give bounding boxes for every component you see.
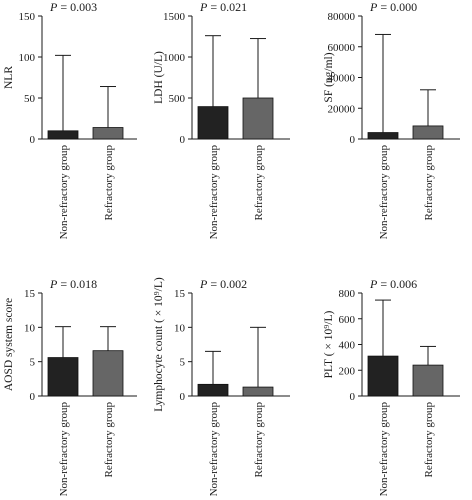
y-tick-label: 0 bbox=[180, 134, 186, 146]
bar bbox=[412, 125, 444, 140]
category-label: Refractory group bbox=[253, 145, 265, 221]
y-tick-label: 600 bbox=[339, 314, 356, 326]
y-tick-label: 0 bbox=[30, 391, 36, 403]
y-tick-label: 400 bbox=[339, 340, 356, 352]
y-axis-label: Lymphocyte count ( × 10⁹/L) bbox=[153, 277, 165, 412]
y-tick-label: 150 bbox=[19, 11, 36, 23]
p-value-label: P = 0.021 bbox=[199, 0, 247, 14]
p-value-label: P = 0.006 bbox=[369, 277, 417, 291]
bar bbox=[242, 97, 274, 140]
category-label: Refractory group bbox=[103, 145, 115, 221]
y-tick-label: 5 bbox=[180, 357, 186, 369]
bar bbox=[197, 106, 229, 140]
y-tick-label: 0 bbox=[30, 134, 36, 146]
bar bbox=[367, 132, 399, 140]
y-tick-label: 40000 bbox=[328, 73, 356, 85]
y-axis-label: SF (ng/ml) bbox=[323, 52, 335, 102]
y-tick-label: 10 bbox=[24, 322, 36, 334]
category-label: Non-refractory group bbox=[208, 145, 220, 240]
p-value-label: P = 0.003 bbox=[49, 0, 97, 14]
category-label: Non-refractory group bbox=[378, 145, 390, 240]
p-value-label: P = 0.002 bbox=[199, 277, 247, 291]
chart-panel: P = 0.000 0 20000 40000 60000 80000 SF (ng/ml)… bbox=[323, 0, 460, 239]
y-tick-label: 0 bbox=[350, 134, 356, 146]
bar bbox=[92, 350, 124, 397]
y-tick-label: 60000 bbox=[328, 42, 356, 54]
y-tick-label: 1000 bbox=[163, 52, 186, 64]
chart-panel: P = 0.021 0 500 1000 1500 LDH (U/L) Non-refrac… bbox=[153, 0, 290, 239]
y-tick-label: 15 bbox=[174, 288, 186, 300]
chart-panel: P = 0.018 0 5 10 15 AOSD system score Non-refr… bbox=[3, 277, 137, 496]
y-tick-label: 500 bbox=[169, 93, 186, 105]
category-label: Refractory group bbox=[423, 402, 435, 478]
y-tick-label: 50 bbox=[24, 93, 36, 105]
bar bbox=[197, 383, 229, 397]
y-axis-label: NLR bbox=[3, 66, 15, 89]
bar bbox=[47, 357, 79, 397]
bar bbox=[47, 130, 79, 140]
y-tick-label: 1500 bbox=[163, 11, 186, 23]
y-tick-label: 10 bbox=[174, 322, 186, 334]
bar bbox=[412, 364, 444, 397]
category-label: Non-refractory group bbox=[58, 145, 70, 240]
bar bbox=[92, 127, 124, 140]
chart-panel: P = 0.003 0 50 100 150 NLR Non-refractory grou… bbox=[3, 0, 137, 239]
category-label: Refractory group bbox=[253, 402, 265, 478]
y-tick-label: 20000 bbox=[328, 103, 356, 115]
y-tick-label: 200 bbox=[339, 365, 356, 377]
p-value-label: P = 0.018 bbox=[49, 277, 97, 291]
category-label: Non-refractory group bbox=[58, 402, 70, 497]
p-value-label: P = 0.000 bbox=[369, 0, 417, 14]
y-tick-label: 5 bbox=[30, 357, 36, 369]
chart-panel: P = 0.002 0 5 10 15 Lymphocyte count ( × 10⁹/… bbox=[153, 277, 290, 496]
y-tick-label: 800 bbox=[339, 288, 356, 300]
category-label: Non-refractory group bbox=[378, 402, 390, 497]
y-tick-label: 100 bbox=[19, 52, 36, 64]
y-tick-label: 0 bbox=[350, 391, 356, 403]
y-axis-label: AOSD system score bbox=[3, 298, 15, 391]
bar bbox=[242, 386, 274, 397]
y-tick-label: 15 bbox=[24, 288, 36, 300]
bar bbox=[367, 355, 399, 397]
y-axis-label: LDH (U/L) bbox=[153, 51, 165, 104]
y-tick-label: 80000 bbox=[328, 11, 356, 23]
category-label: Refractory group bbox=[103, 402, 115, 478]
chart-panel: P = 0.006 0 200 400 600 800 PLT ( × 10⁹/L) Non-… bbox=[323, 277, 460, 496]
category-label: Non-refractory group bbox=[208, 402, 220, 497]
category-label: Refractory group bbox=[423, 145, 435, 221]
y-tick-label: 0 bbox=[180, 391, 186, 403]
y-axis-label: PLT ( × 10⁹/L) bbox=[323, 310, 335, 378]
